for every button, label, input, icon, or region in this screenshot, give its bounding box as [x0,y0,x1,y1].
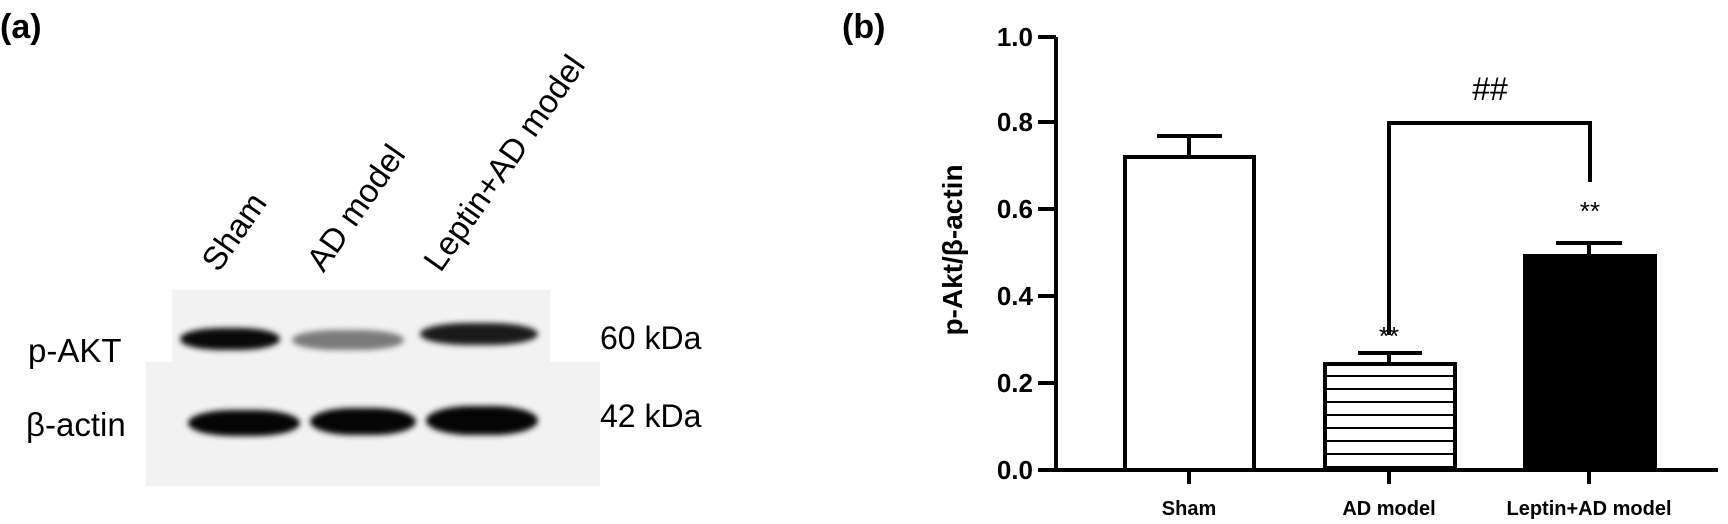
blot-strip-p-akt [172,290,550,362]
y-tick-1: 0.2 [997,368,1033,398]
bar-leptin-ad-model [1523,254,1657,472]
panel-a-label: (a) [0,8,42,46]
significance-bracket [1387,121,1592,335]
y-axis [1038,35,1058,472]
y-tick-4: 0.8 [997,107,1033,137]
significance-leptin-stars: ** [1580,196,1600,226]
y-tick-labels: 0.0 0.2 0.4 0.6 0.8 1.0 [997,22,1034,485]
x-label-leptin-ad-model: Leptin+AD model [1506,498,1671,520]
x-tick-labels: Sham AD model Leptin+AD model [1162,498,1672,520]
row-label-beta-actin: β-actin [26,406,126,443]
significance-ad-stars: ** [1379,321,1399,351]
blot-strip-beta-actin [146,362,600,486]
y-tick-2: 0.4 [997,281,1034,311]
x-label-ad-model: AD model [1342,498,1435,520]
bar-sham [1123,155,1256,472]
kda-label-p-akt: 60 kDa [600,320,702,356]
band-p-akt-ad-model [292,330,404,350]
x-axis [1056,468,1718,484]
panel-b-label: (b) [842,8,886,46]
y-tick-3: 0.6 [997,194,1033,224]
band-p-akt-sham [180,328,280,350]
bar-ad-model [1323,362,1457,472]
band-p-akt-leptin-ad-model [420,323,538,345]
row-label-p-akt: p-AKT [28,332,122,369]
error-bars [1157,134,1622,364]
kda-label-beta-actin: 42 kDa [600,398,702,434]
band-beta-actin-ad-model [310,408,416,435]
band-beta-actin-sham [188,410,300,436]
y-axis-label: p-Akt/β-actin [937,164,968,335]
significance-hash: ## [1472,71,1508,107]
y-tick-5: 1.0 [997,22,1033,52]
x-label-sham: Sham [1162,498,1216,520]
y-tick-0: 0.0 [997,455,1033,485]
band-beta-actin-leptin-ad-model [426,406,538,435]
